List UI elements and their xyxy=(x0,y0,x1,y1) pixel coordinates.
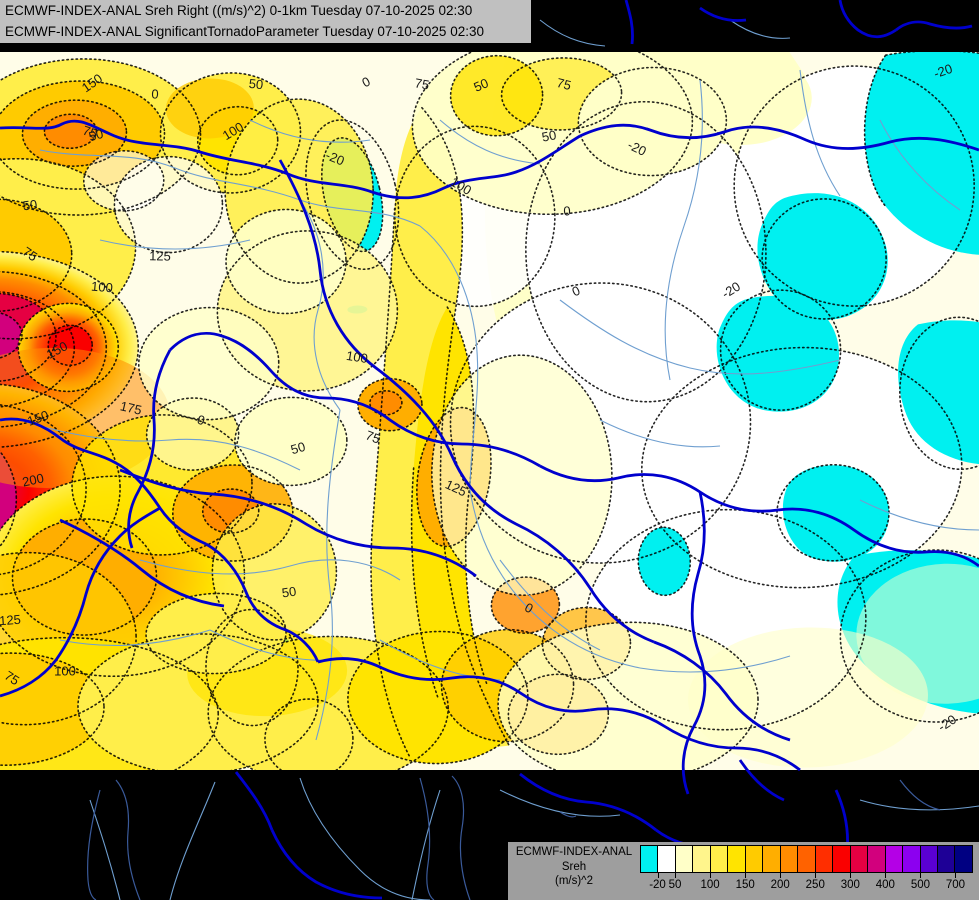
legend-swatch-14 xyxy=(885,846,904,872)
legend-swatch-15 xyxy=(903,846,921,872)
legend-tick-250: 250 xyxy=(805,879,825,891)
color-scale-legend: ECMWF-INDEX-ANAL Sreh (m/s)^2 -20 50 100 15… xyxy=(508,842,979,900)
legend-swatch-10 xyxy=(815,846,834,872)
legend-tick-mark-0 xyxy=(657,873,659,878)
legend-tick-700: 700 xyxy=(945,879,966,891)
legend-tick-300: 300 xyxy=(840,879,860,891)
legend-caption: ECMWF-INDEX-ANAL Sreh (m/s)^2 xyxy=(508,842,640,889)
map-title-header: ECMWF-INDEX-ANAL Sreh Right ((m/s)^2) 0-… xyxy=(0,0,532,44)
legend-tick-mark-6 xyxy=(850,873,852,878)
legend-swatch-6 xyxy=(745,846,764,872)
legend-swatch-11 xyxy=(833,846,851,872)
legend-swatch-0 xyxy=(641,846,659,872)
legend-tick-mark-7 xyxy=(885,873,887,878)
legend-swatch-9 xyxy=(798,846,816,872)
legend-tick-mark-3 xyxy=(745,873,747,878)
map-plot-area[interactable] xyxy=(0,52,979,770)
legend-swatch-7 xyxy=(763,846,781,872)
legend-swatch-18 xyxy=(955,846,972,872)
sreh-contour-fill xyxy=(0,52,979,770)
legend-swatch-3 xyxy=(693,846,711,872)
legend-tick-mark-2 xyxy=(710,873,712,878)
legend-tick-labels: -20 50 100 150 200 250 300 400 500 700 xyxy=(640,873,973,897)
legend-model-label: ECMWF-INDEX-ANAL xyxy=(515,846,633,858)
legend-tick-100: 100 xyxy=(700,879,720,891)
legend-scale: -20 50 100 150 200 250 300 400 500 700 xyxy=(640,842,979,897)
legend-color-swatches xyxy=(640,845,973,873)
legend-tick-200: 200 xyxy=(770,879,790,891)
legend-swatch-16 xyxy=(920,846,938,872)
legend-field-label: Sreh xyxy=(561,860,587,873)
legend-swatch-5 xyxy=(728,846,746,872)
header-line-2: ECMWF-INDEX-ANAL SignificantTornadoParam… xyxy=(5,24,484,39)
legend-tick-mark-1 xyxy=(675,873,677,878)
legend-tick-500: 500 xyxy=(910,879,930,891)
legend-tick-150: 150 xyxy=(735,879,755,891)
legend-tick-50: 50 xyxy=(668,879,682,891)
legend-swatch-2 xyxy=(675,846,694,872)
header-line-1: ECMWF-INDEX-ANAL Sreh Right ((m/s)^2) 0-… xyxy=(5,3,473,18)
legend-tick-mark-8 xyxy=(920,873,922,878)
legend-units-label: (m/s)^2 xyxy=(555,875,593,887)
legend-swatch-12 xyxy=(850,846,869,872)
data-swath xyxy=(0,52,979,770)
legend-tick--20: -20 xyxy=(649,879,666,891)
legend-tick-400: 400 xyxy=(875,879,895,891)
legend-tick-mark-9 xyxy=(955,873,957,878)
legend-swatch-17 xyxy=(937,846,956,872)
legend-tick-mark-4 xyxy=(780,873,782,878)
legend-tick-mark-5 xyxy=(815,873,817,878)
legend-swatch-13 xyxy=(868,846,886,872)
legend-swatch-4 xyxy=(710,846,729,872)
legend-swatch-1 xyxy=(658,846,676,872)
legend-swatch-8 xyxy=(780,846,799,872)
